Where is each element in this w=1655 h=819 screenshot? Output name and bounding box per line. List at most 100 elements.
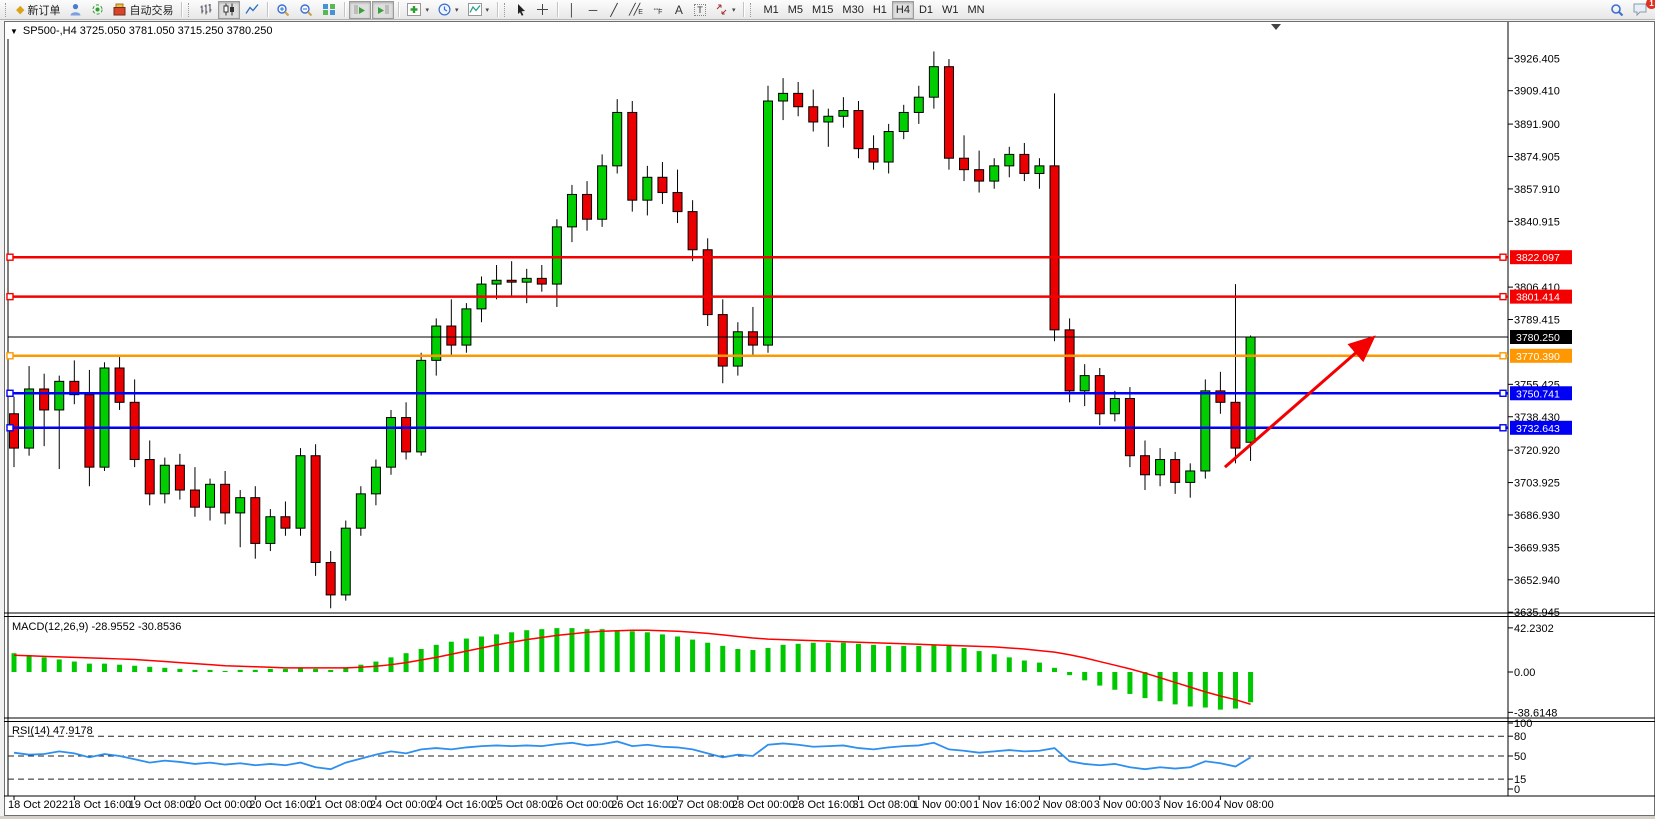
- macd-bar: [1217, 672, 1223, 710]
- new-order-button[interactable]: ◆ 新订单: [12, 1, 64, 19]
- bar-chart-icon: [200, 4, 212, 15]
- candlestick-button[interactable]: [218, 0, 241, 19]
- line-chart-button[interactable]: [241, 1, 263, 19]
- templates-button[interactable]: ▾: [464, 1, 494, 19]
- time-tick-label: 20 Oct 16:00: [249, 799, 312, 811]
- macd-bar: [433, 644, 439, 672]
- candle-body: [295, 455, 306, 529]
- candle-body: [1185, 470, 1196, 483]
- auto-scroll-button[interactable]: [349, 0, 372, 19]
- candles-layer[interactable]: [9, 51, 1256, 609]
- search-button[interactable]: [1606, 1, 1628, 19]
- horizontal-line-button[interactable]: ─: [583, 1, 603, 19]
- timeframe-m1[interactable]: M1: [759, 1, 782, 19]
- macd-bar: [644, 632, 650, 672]
- notification-badge: 1: [1646, 0, 1655, 9]
- time-tick-label: 3 Nov 16:00: [1154, 799, 1213, 811]
- text-button[interactable]: A: [669, 1, 689, 19]
- candle-body: [778, 92, 789, 102]
- macd-bar: [976, 651, 982, 672]
- crosshair-button[interactable]: [532, 1, 553, 19]
- timeframe-w1[interactable]: W1: [938, 1, 963, 19]
- notifications-button[interactable]: 1: [1629, 0, 1655, 19]
- line-anchor: [1499, 253, 1507, 261]
- macd-bar: [599, 629, 605, 672]
- autotrade-button[interactable]: 自动交易: [109, 1, 177, 19]
- toolbar-grip: [750, 2, 754, 17]
- trendline-button[interactable]: ╱: [604, 1, 624, 19]
- macd-bar: [675, 636, 681, 672]
- macd-bar: [720, 645, 726, 672]
- cursor-icon: [518, 4, 526, 16]
- signals-button[interactable]: [87, 1, 108, 19]
- timeframe-m15[interactable]: M15: [808, 1, 837, 19]
- macd-bar: [494, 634, 500, 672]
- cursor-button[interactable]: [511, 1, 531, 19]
- text-label-button[interactable]: T: [690, 1, 710, 19]
- timeframe-m30[interactable]: M30: [838, 1, 867, 19]
- chart-title-row: ▼ SP500-,H4 3725.050 3781.050 3715.250 3…: [10, 24, 272, 38]
- candle-body: [989, 165, 1000, 182]
- candle-body: [1140, 455, 1150, 476]
- macd-bar: [509, 632, 515, 672]
- bar-chart-button[interactable]: [195, 1, 217, 19]
- tile-windows-button[interactable]: [318, 1, 340, 19]
- macd-bar: [147, 666, 153, 672]
- profile-button[interactable]: [65, 1, 86, 19]
- macd-bar: [358, 664, 364, 672]
- chart-shift-icon: [378, 5, 389, 14]
- candle-body: [114, 367, 125, 403]
- vertical-line-button[interactable]: │: [562, 1, 582, 19]
- candle-body: [823, 115, 834, 123]
- arrows-tool-button[interactable]: ▾: [711, 1, 740, 19]
- chevron-down-icon: ▾: [485, 6, 490, 14]
- timeframe-h1[interactable]: H1: [869, 1, 891, 19]
- candle-body: [1064, 329, 1075, 392]
- toolbar-grip: [504, 2, 508, 17]
- zoom-in-button[interactable]: [272, 1, 294, 19]
- macd-bar: [56, 659, 62, 672]
- channel-button[interactable]: ╱╱E: [625, 1, 647, 19]
- macd-axis-label: 42.2302: [1514, 623, 1554, 635]
- price-tick-label: 3874.905: [1514, 151, 1560, 163]
- timeframe-mn[interactable]: MN: [964, 1, 989, 19]
- candle-body: [1230, 401, 1241, 449]
- candle-body: [1245, 336, 1256, 443]
- periods-button[interactable]: ▾: [434, 1, 463, 19]
- macd-axis-label: -38.6148: [1514, 707, 1557, 719]
- price-tick-label: 3857.910: [1514, 184, 1560, 196]
- macd-bar: [629, 631, 635, 672]
- macd-bar: [448, 641, 454, 672]
- candle-body: [1200, 390, 1211, 472]
- candle-body: [1109, 398, 1120, 415]
- time-tick-label: 28 Oct 16:00: [792, 799, 855, 811]
- time-tick-label: 26 Oct 00:00: [551, 799, 614, 811]
- rsi-label: RSI(14) 47.9178: [12, 725, 93, 737]
- rsi-axis-label: 0: [1514, 784, 1520, 796]
- zoom-out-button[interactable]: [295, 1, 317, 19]
- time-tick-label: 3 Nov 00:00: [1094, 799, 1153, 811]
- candle-body: [1019, 153, 1030, 174]
- timeframe-d1[interactable]: D1: [915, 1, 937, 19]
- chevron-down-icon: ▾: [425, 6, 429, 14]
- chart-canvas[interactable]: 3926.405 3909.410 3891.900 3874.905 3857.910…: [4, 21, 1655, 816]
- macd-label: MACD(12,26,9) -28.9552 -30.8536: [12, 621, 181, 633]
- price-tick-label: 3840.915: [1514, 216, 1560, 228]
- timeframe-m5[interactable]: M5: [784, 1, 807, 19]
- candle-body: [868, 148, 879, 163]
- chart-shift-button[interactable]: [372, 0, 395, 19]
- indicators-button[interactable]: ▾: [403, 1, 433, 19]
- candle-body: [1215, 390, 1226, 403]
- hlines-layer[interactable]: [6, 253, 1508, 432]
- search-icon: [1611, 3, 1624, 16]
- macd-bar: [1232, 672, 1238, 709]
- macd-bar: [1067, 672, 1073, 676]
- timeframe-h4[interactable]: H4: [891, 0, 914, 19]
- price-tick-label: 3686.930: [1514, 510, 1560, 522]
- trend-arrow[interactable]: [1223, 335, 1376, 469]
- collapse-triangle-icon[interactable]: ▼: [10, 26, 18, 36]
- crosshair-icon: [537, 4, 549, 15]
- fibonacci-button[interactable]: ┈F: [648, 1, 668, 19]
- price-line-label: 3770.390: [1510, 348, 1572, 363]
